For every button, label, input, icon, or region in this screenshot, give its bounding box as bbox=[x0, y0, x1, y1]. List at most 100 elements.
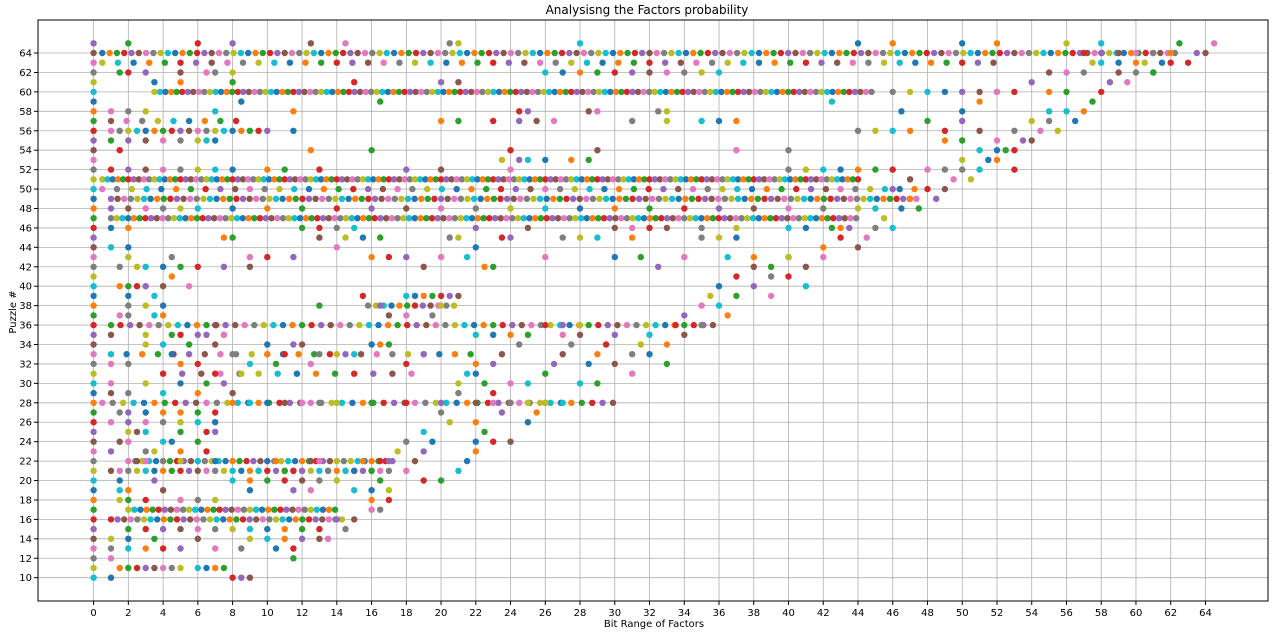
data-point bbox=[167, 506, 175, 513]
x-tick-label: 24 bbox=[504, 608, 517, 619]
data-point bbox=[286, 176, 294, 183]
data-point bbox=[236, 457, 243, 465]
y-tick-label: 60 bbox=[19, 87, 32, 98]
data-point bbox=[238, 467, 245, 474]
data-point bbox=[420, 292, 427, 300]
data-point bbox=[423, 88, 430, 96]
y-tick-label: 38 bbox=[19, 301, 32, 312]
data-point bbox=[344, 176, 351, 183]
data-point bbox=[90, 147, 97, 154]
data-point bbox=[529, 49, 536, 57]
data-point bbox=[754, 195, 762, 202]
data-point bbox=[528, 321, 535, 329]
data-point bbox=[320, 185, 327, 193]
data-point bbox=[559, 399, 566, 406]
x-tick-label: 26 bbox=[539, 608, 552, 619]
data-point bbox=[266, 516, 273, 523]
data-point bbox=[517, 195, 524, 202]
data-point bbox=[629, 351, 636, 358]
data-point bbox=[359, 292, 367, 300]
data-point bbox=[588, 49, 595, 57]
data-point bbox=[368, 496, 375, 504]
data-point bbox=[229, 234, 236, 241]
data-point bbox=[436, 351, 443, 358]
data-point bbox=[125, 419, 132, 426]
data-point bbox=[686, 215, 694, 222]
data-point bbox=[533, 117, 540, 125]
data-point bbox=[623, 215, 631, 222]
data-point bbox=[442, 49, 449, 57]
data-point bbox=[772, 215, 780, 222]
data-point bbox=[107, 244, 115, 251]
data-point bbox=[203, 127, 210, 134]
data-point bbox=[194, 438, 201, 445]
data-point bbox=[468, 215, 476, 222]
data-point bbox=[857, 88, 864, 96]
data-point bbox=[137, 506, 144, 513]
data-point bbox=[967, 176, 975, 183]
data-point bbox=[1120, 49, 1128, 57]
data-point bbox=[318, 176, 325, 183]
data-point bbox=[653, 49, 660, 57]
data-point bbox=[432, 321, 439, 329]
data-point bbox=[814, 195, 821, 202]
data-point bbox=[90, 545, 97, 552]
data-point bbox=[159, 457, 167, 465]
data-point bbox=[444, 195, 451, 202]
data-point bbox=[188, 215, 195, 222]
data-point bbox=[142, 331, 149, 338]
data-point bbox=[114, 195, 121, 202]
data-point bbox=[150, 49, 157, 57]
data-point bbox=[629, 88, 636, 96]
data-point bbox=[90, 205, 97, 212]
data-point bbox=[880, 59, 888, 66]
data-point bbox=[604, 176, 611, 183]
data-point bbox=[594, 69, 601, 76]
data-point bbox=[1045, 69, 1053, 76]
data-point bbox=[690, 321, 697, 329]
data-point bbox=[246, 360, 254, 368]
data-point bbox=[453, 399, 460, 406]
data-point bbox=[485, 49, 493, 57]
data-point bbox=[90, 448, 97, 455]
data-point bbox=[246, 467, 254, 474]
data-point bbox=[246, 185, 254, 193]
data-point bbox=[698, 234, 705, 241]
data-point bbox=[259, 49, 266, 57]
data-point bbox=[194, 263, 201, 270]
data-point bbox=[629, 234, 636, 241]
data-point bbox=[741, 195, 748, 202]
data-point bbox=[308, 321, 315, 329]
data-point bbox=[478, 49, 485, 57]
data-point bbox=[326, 351, 334, 358]
data-point bbox=[173, 88, 180, 96]
data-point bbox=[867, 185, 874, 193]
data-point bbox=[448, 176, 455, 183]
data-point bbox=[125, 438, 132, 445]
data-point bbox=[745, 176, 752, 183]
data-point bbox=[299, 516, 306, 523]
data-point bbox=[193, 516, 200, 523]
data-point bbox=[273, 88, 280, 96]
data-point bbox=[750, 263, 757, 270]
data-point bbox=[802, 166, 810, 173]
data-point bbox=[139, 117, 146, 125]
data-point bbox=[340, 88, 347, 96]
data-point bbox=[437, 166, 445, 173]
data-point bbox=[449, 49, 456, 57]
data-point bbox=[781, 195, 788, 202]
data-point bbox=[495, 88, 503, 96]
data-point bbox=[107, 117, 115, 125]
data-point bbox=[253, 195, 260, 202]
data-point bbox=[291, 215, 298, 222]
data-point bbox=[854, 205, 862, 212]
data-point bbox=[265, 506, 272, 513]
data-point bbox=[1132, 69, 1140, 76]
data-point bbox=[463, 49, 471, 57]
data-point bbox=[318, 88, 325, 96]
data-point bbox=[880, 215, 888, 222]
data-point bbox=[820, 253, 827, 261]
data-point bbox=[119, 399, 127, 406]
data-point bbox=[264, 253, 271, 261]
data-point bbox=[411, 457, 419, 465]
